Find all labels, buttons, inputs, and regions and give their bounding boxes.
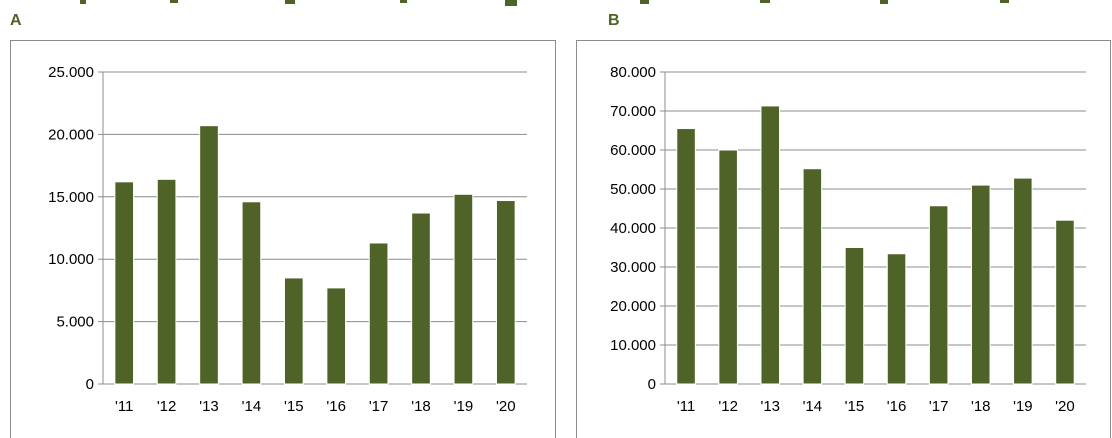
chart-a-bar-1 bbox=[156, 178, 177, 385]
chart-b-bar-1 bbox=[718, 149, 738, 385]
chart-b-bar-8 bbox=[1013, 177, 1033, 385]
chart-b-x-tick-label: '16 bbox=[887, 398, 907, 415]
chart-b-x-tick-label: '12 bbox=[718, 398, 738, 415]
chart-a-y-tick-label: 15.000 bbox=[48, 189, 94, 206]
chart-b-y-tick-label: 10.000 bbox=[610, 337, 656, 354]
chart-b-x-tick-label: '17 bbox=[929, 398, 949, 415]
chart-a-bar-6 bbox=[368, 242, 389, 385]
bar-chart-a: 0 5.000 10.000 15.000 20.000 25.000 '11 '12 '13 '… bbox=[10, 40, 556, 438]
chart-a-bar-5 bbox=[326, 287, 347, 385]
chart-a-x-tick-label: '16 bbox=[326, 398, 346, 415]
chart-a-bar-3 bbox=[241, 201, 262, 385]
chart-b-y-tick-label: 20.000 bbox=[610, 298, 656, 315]
cropped-header-strip bbox=[80, 0, 1009, 6]
chart-a-bar-9 bbox=[495, 200, 516, 385]
chart-a-bar-4 bbox=[283, 277, 304, 385]
chart-a-x-tick-label: '17 bbox=[369, 398, 389, 415]
chart-b-x-tick-label: '14 bbox=[803, 398, 823, 415]
chart-b-x-tick-label: '20 bbox=[1055, 398, 1075, 415]
chart-a-bar-2 bbox=[199, 125, 219, 385]
chart-b-y-tick-label: 30.000 bbox=[610, 259, 656, 276]
chart-b-y-tick-label: 40.000 bbox=[610, 220, 656, 237]
chart-a-y-tick-label: 10.000 bbox=[48, 251, 94, 268]
chart-a-bar-8 bbox=[453, 193, 474, 385]
chart-a-x-tick-label: '15 bbox=[284, 398, 304, 415]
bar-chart-b: 0 10.000 20.000 30.000 40.000 50.000 60.000 70.… bbox=[576, 40, 1111, 438]
chart-b-y-tick-label: 0 bbox=[648, 376, 656, 393]
chart-b-y-tick-label: 60.000 bbox=[610, 142, 656, 159]
chart-b-x-tick-label: '13 bbox=[760, 398, 780, 415]
chart-b-bar-9 bbox=[1055, 219, 1075, 385]
chart-b-x-tick-label: '19 bbox=[1013, 398, 1033, 415]
chart-b-bar-2 bbox=[760, 105, 781, 385]
chart-a-x-tick-label: '14 bbox=[242, 398, 262, 415]
chart-a-x-tick-label: '18 bbox=[411, 398, 431, 415]
chart-a-chart-frame bbox=[10, 40, 556, 438]
chart-a-bar-7 bbox=[411, 212, 431, 385]
chart-a-x-tick-label: '12 bbox=[157, 398, 177, 415]
chart-b-x-tick-label: '18 bbox=[971, 398, 991, 415]
chart-a-x-tick-label: '13 bbox=[199, 398, 219, 415]
chart-b-bar-6 bbox=[928, 205, 949, 385]
chart-b-bar-0 bbox=[676, 128, 696, 385]
panel-label-a: A bbox=[10, 12, 22, 29]
chart-a-x-tick-label: '20 bbox=[496, 398, 516, 415]
chart-b-chart-frame bbox=[576, 40, 1111, 438]
chart-b-y-tick-label: 80.000 bbox=[610, 64, 656, 81]
chart-b-x-tick-label: '11 bbox=[677, 398, 695, 415]
chart-a-y-tick-label: 5.000 bbox=[56, 314, 94, 331]
chart-a-y-tick-label: 20.000 bbox=[48, 126, 94, 143]
chart-a-bar-0 bbox=[114, 181, 135, 385]
chart-b-x-tick-label: '15 bbox=[845, 398, 865, 415]
chart-a-x-tick-label: '19 bbox=[454, 398, 474, 415]
chart-b-bar-7 bbox=[970, 184, 991, 385]
panel-label-b: B bbox=[608, 12, 620, 29]
chart-b-y-tick-label: 70.000 bbox=[610, 103, 656, 120]
chart-b-bar-3 bbox=[802, 168, 823, 385]
chart-a-x-tick-label: '11 bbox=[115, 398, 133, 415]
chart-b-bar-5 bbox=[886, 253, 907, 385]
chart-a-y-tick-label: 0 bbox=[86, 376, 94, 393]
chart-b-bar-4 bbox=[844, 247, 865, 385]
chart-a-y-tick-label: 25.000 bbox=[48, 64, 94, 81]
chart-b-y-tick-label: 50.000 bbox=[610, 181, 656, 198]
